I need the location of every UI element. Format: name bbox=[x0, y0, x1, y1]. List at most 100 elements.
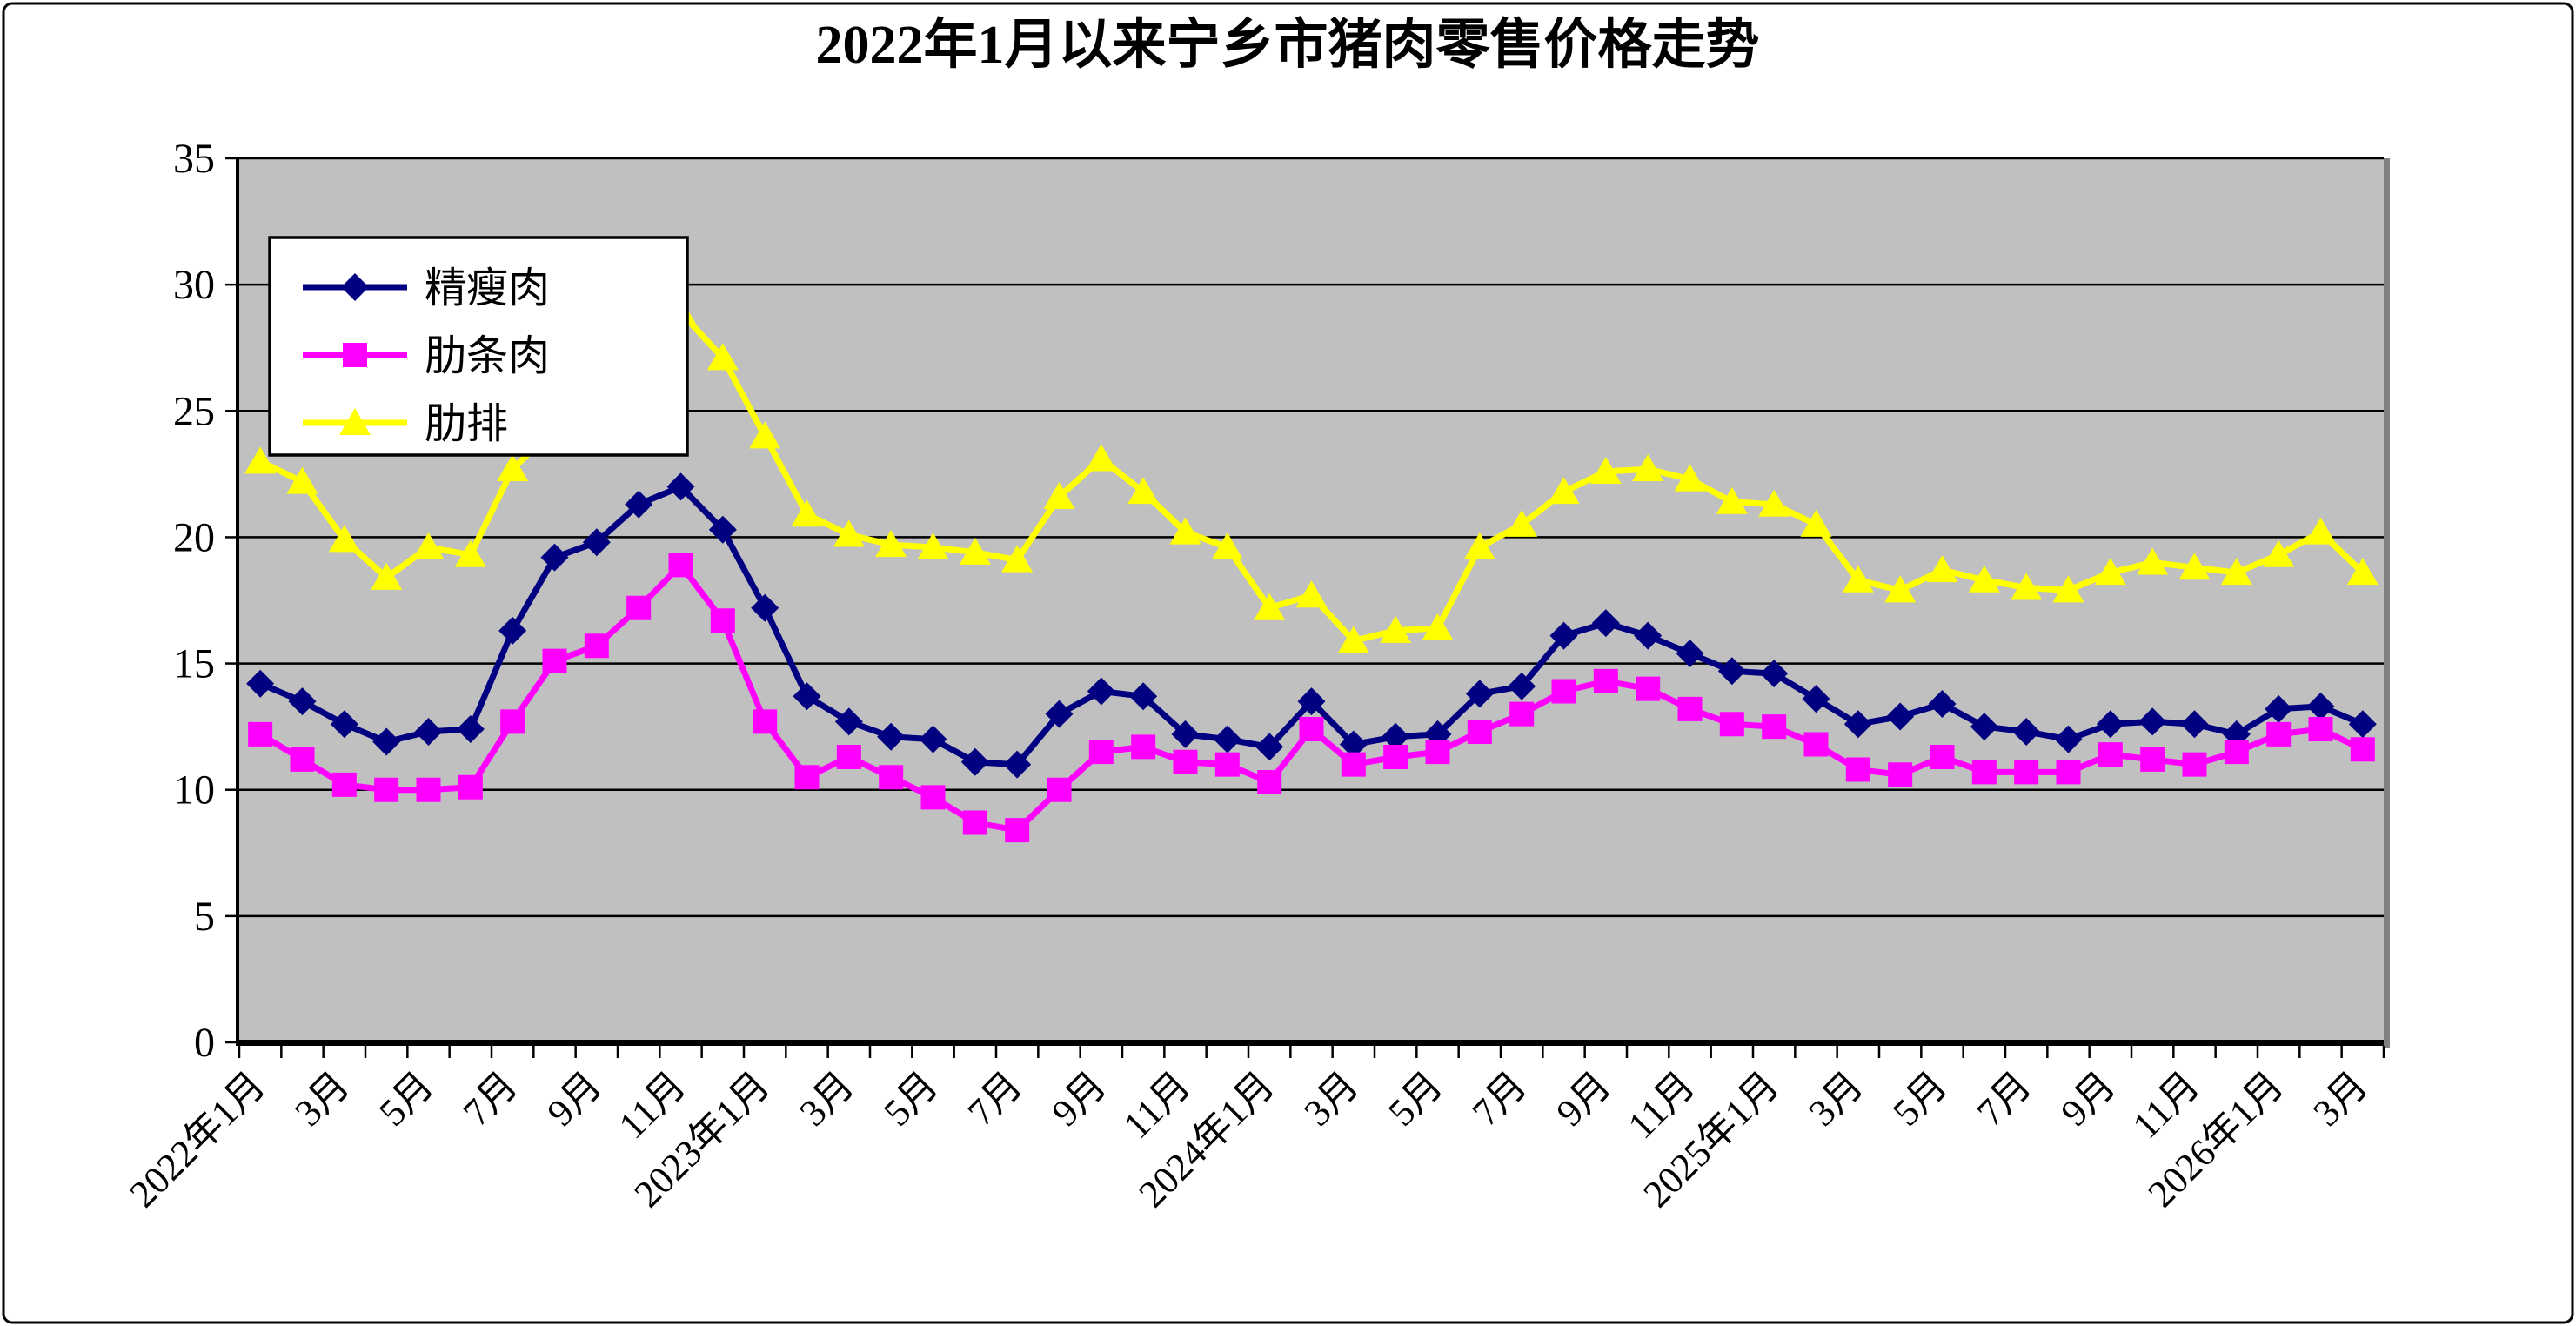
marker-lean-pork-2022年3月 bbox=[330, 710, 358, 739]
marker-rib-meat-2023年8月 bbox=[1047, 777, 1072, 802]
marker-rib-meat-2023年3月 bbox=[836, 744, 861, 769]
marker-rib-meat-2023年9月 bbox=[1088, 740, 1114, 765]
marker-spare-ribs-2024年12月 bbox=[1716, 486, 1748, 514]
marker-lean-pork-2025年2月 bbox=[1802, 685, 1830, 713]
marker-rib-meat-2022年4月 bbox=[374, 777, 399, 802]
marker-lean-pork-2022年9月 bbox=[582, 528, 611, 557]
marker-spare-ribs-2022年5月 bbox=[412, 532, 445, 560]
x-label-9月: 9月 bbox=[539, 1063, 610, 1134]
marker-lean-pork-2025年10月 bbox=[2138, 707, 2167, 736]
marker-spare-ribs-2025年8月 bbox=[2052, 575, 2084, 603]
marker-lean-pork-2022年2月 bbox=[288, 687, 317, 716]
marker-rib-meat-2025年11月 bbox=[2182, 752, 2207, 777]
series-group bbox=[244, 298, 2379, 843]
marker-rib-meat-2023年11月 bbox=[1173, 749, 1198, 774]
legend-label-lean-pork: 精瘦肉 bbox=[425, 265, 550, 311]
marker-lean-pork-2024年11月 bbox=[1676, 639, 1704, 667]
y-label-35: 35 bbox=[173, 136, 215, 182]
marker-lean-pork-2025年7月 bbox=[2012, 717, 2041, 746]
y-axis-line bbox=[236, 158, 239, 1042]
marker-spare-ribs-2022年1月 bbox=[244, 446, 277, 474]
x-label-7月: 7月 bbox=[1969, 1063, 2039, 1134]
legend-marker-lean-pork-icon bbox=[341, 273, 369, 301]
x-label-7月: 7月 bbox=[960, 1063, 1030, 1134]
marker-spare-ribs-2024年1月 bbox=[1254, 593, 1286, 620]
y-label-10: 10 bbox=[173, 767, 215, 814]
x-label-9月: 9月 bbox=[1044, 1063, 1114, 1134]
marker-rib-meat-2023年6月 bbox=[962, 810, 987, 835]
marker-spare-ribs-2025年3月 bbox=[1842, 565, 1874, 593]
marker-rib-meat-2025年9月 bbox=[2098, 742, 2123, 767]
marker-rib-meat-2025年5月 bbox=[1930, 744, 1955, 769]
marker-rib-meat-2023年7月 bbox=[1005, 818, 1030, 843]
y-label-0: 0 bbox=[194, 1020, 215, 1066]
marker-rib-meat-2022年10月 bbox=[626, 595, 652, 620]
marker-rib-meat-2025年6月 bbox=[1971, 760, 1997, 785]
marker-lean-pork-2023年6月 bbox=[960, 747, 989, 776]
marker-spare-ribs-2023年1月 bbox=[749, 421, 781, 449]
marker-spare-ribs-2025年11月 bbox=[2178, 552, 2211, 580]
marker-lean-pork-2025年4月 bbox=[1886, 702, 1915, 731]
marker-rib-meat-2023年12月 bbox=[1214, 752, 1240, 777]
x-label-5月: 5月 bbox=[1380, 1063, 1450, 1134]
marker-lean-pork-2023年8月 bbox=[1045, 700, 1074, 728]
marker-lean-pork-2025年11月 bbox=[2180, 710, 2209, 739]
marker-rib-meat-2022年2月 bbox=[290, 747, 315, 772]
marker-rib-meat-2022年7月 bbox=[500, 709, 525, 734]
marker-rib-meat-2024年1月 bbox=[1257, 770, 1282, 795]
marker-spare-ribs-2026年3月 bbox=[2346, 558, 2379, 586]
marker-lean-pork-2022年7月 bbox=[498, 616, 527, 645]
marker-rib-meat-2026年2月 bbox=[2308, 717, 2333, 742]
marker-rib-meat-2025年3月 bbox=[1845, 757, 1870, 782]
marker-spare-ribs-2023年2月 bbox=[791, 499, 823, 527]
marker-rib-meat-2026年3月 bbox=[2350, 737, 2375, 762]
legend-box bbox=[268, 236, 689, 457]
legend-item-spare-ribs: 肋排 bbox=[303, 401, 508, 447]
marker-lean-pork-2022年4月 bbox=[372, 727, 401, 756]
marker-rib-meat-2025年1月 bbox=[1762, 714, 1787, 740]
marker-lean-pork-2024年4月 bbox=[1382, 722, 1410, 751]
x-label-3月: 3月 bbox=[1296, 1063, 1367, 1134]
x-label-9月: 9月 bbox=[1549, 1063, 1619, 1134]
marker-spare-ribs-2024年8月 bbox=[1548, 477, 1580, 505]
axes-group bbox=[236, 157, 2390, 1048]
marker-lean-pork-2024年12月 bbox=[1717, 657, 1746, 686]
marker-rib-meat-2024年4月 bbox=[1383, 744, 1408, 769]
marker-lean-pork-2023年1月 bbox=[751, 593, 779, 622]
marker-spare-ribs-2023年9月 bbox=[1085, 444, 1117, 472]
marker-rib-meat-2023年1月 bbox=[753, 709, 778, 734]
marker-rib-meat-2022年8月 bbox=[542, 648, 567, 673]
marker-spare-ribs-2024年11月 bbox=[1674, 464, 1706, 492]
marker-spare-ribs-2024年5月 bbox=[1422, 613, 1454, 640]
plot-right-border bbox=[2384, 158, 2390, 1048]
marker-spare-ribs-2023年6月 bbox=[959, 537, 991, 565]
x-label-3月: 3月 bbox=[792, 1063, 862, 1134]
marker-lean-pork-2023年10月 bbox=[1129, 682, 1158, 711]
legend-item-rib-meat: 肋条肉 bbox=[303, 333, 550, 379]
marker-spare-ribs-2025年7月 bbox=[2011, 573, 2043, 600]
marker-rib-meat-2024年6月 bbox=[1467, 719, 1492, 744]
marker-spare-ribs-2023年5月 bbox=[917, 532, 949, 560]
marker-lean-pork-2024年7月 bbox=[1508, 672, 1536, 700]
marker-lean-pork-2025年1月 bbox=[1760, 660, 1789, 688]
marker-spare-ribs-2025年9月 bbox=[2094, 558, 2126, 586]
marker-spare-ribs-2024年7月 bbox=[1506, 509, 1538, 537]
marker-lean-pork-2025年9月 bbox=[2096, 710, 2124, 739]
marker-spare-ribs-2023年12月 bbox=[1211, 532, 1243, 560]
marker-lean-pork-2026年3月 bbox=[2348, 710, 2377, 739]
marker-lean-pork-2023年12月 bbox=[1213, 725, 1241, 753]
y-label-30: 30 bbox=[173, 262, 215, 308]
marker-spare-ribs-2024年2月 bbox=[1295, 580, 1328, 608]
marker-lean-pork-2024年8月 bbox=[1549, 621, 1578, 650]
marker-rib-meat-2023年4月 bbox=[879, 765, 904, 790]
marker-spare-ribs-2026年2月 bbox=[2305, 517, 2337, 545]
series-rib-meat bbox=[248, 552, 2375, 843]
marker-lean-pork-2025年5月 bbox=[1928, 690, 1957, 719]
marker-rib-meat-2024年11月 bbox=[1677, 696, 1703, 721]
marker-spare-ribs-2025年2月 bbox=[1800, 509, 1832, 537]
marker-lean-pork-2024年3月 bbox=[1339, 730, 1368, 759]
marker-rib-meat-2022年6月 bbox=[458, 774, 483, 800]
marker-rib-meat-2022年12月 bbox=[710, 608, 735, 633]
marker-lean-pork-2024年2月 bbox=[1297, 687, 1326, 716]
